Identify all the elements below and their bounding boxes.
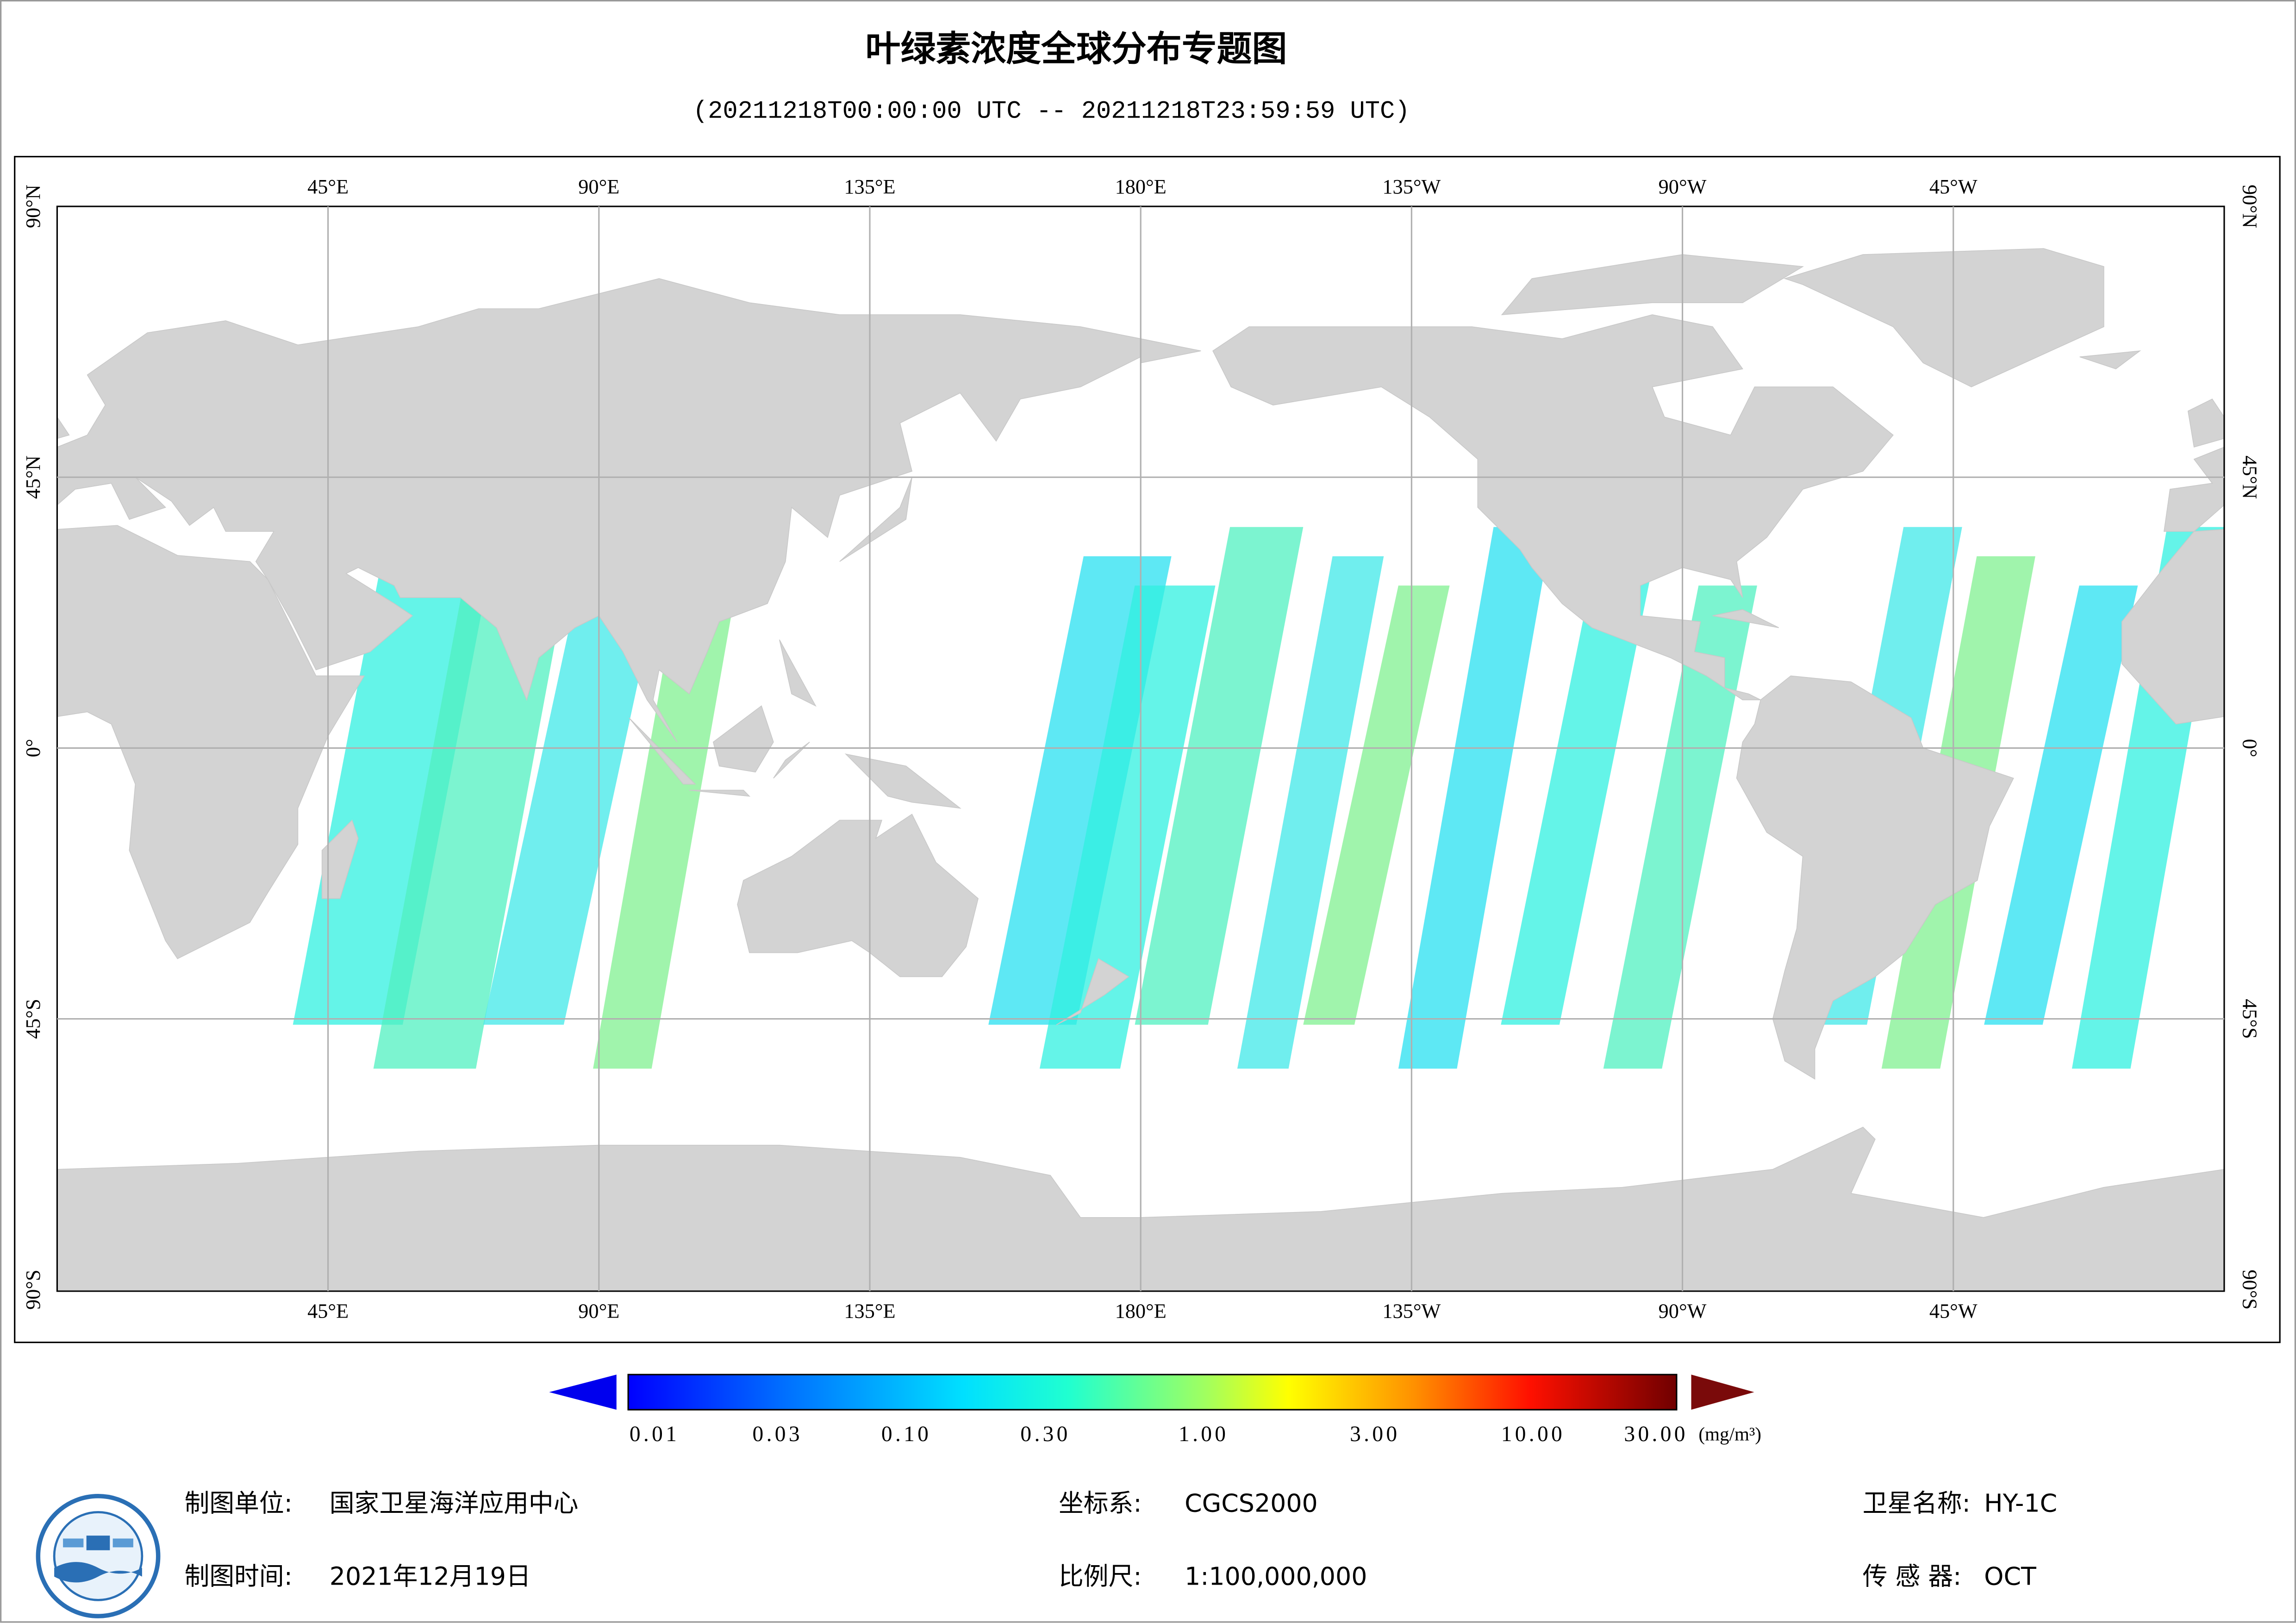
- chlorophyll-swath: [1984, 585, 2138, 1025]
- lon-label-top: 135°W: [1382, 175, 1441, 198]
- lat-label-right: 45°S: [2238, 999, 2261, 1039]
- lat-label-right: 45°N: [2238, 455, 2261, 499]
- land: [629, 717, 696, 785]
- logo-inner: [53, 1511, 144, 1601]
- colorbar-tick-label: 1.00: [1179, 1422, 1229, 1446]
- land: [2164, 447, 2224, 532]
- land: [844, 753, 961, 809]
- colorbar-high-arrow: [1691, 1374, 1754, 1410]
- footer-label: 坐标系:: [1059, 1488, 1142, 1517]
- lon-label-bottom: 45°E: [307, 1300, 349, 1323]
- chlorophyll-swath: [1135, 527, 1304, 1025]
- footer-value: 2021年12月19日: [330, 1562, 531, 1591]
- lon-label-top: 45°W: [1929, 175, 1978, 198]
- lon-label-top: 90°W: [1659, 175, 1707, 198]
- lat-label-left: 0°: [22, 739, 44, 757]
- lat-label-left: 45°N: [22, 455, 44, 499]
- colorbar-tick-label: 0.10: [881, 1422, 931, 1446]
- land: [1712, 609, 1779, 628]
- chlorophyll-swath: [1237, 556, 1384, 1069]
- lon-label-bottom: 90°E: [578, 1300, 619, 1323]
- lon-label-bottom: 45°W: [1929, 1300, 1978, 1323]
- footer-label: 传 感 器:: [1863, 1562, 1962, 1591]
- lat-label-right: 90°S: [2238, 1269, 2261, 1310]
- footer-label: 卫星名称:: [1863, 1488, 1971, 1517]
- land: [1501, 254, 1804, 316]
- footer-value: 1:100,000,000: [1185, 1562, 1367, 1591]
- chlorophyll-swath: [593, 527, 747, 1069]
- logo: [36, 1494, 161, 1618]
- lon-label-top: 180°E: [1115, 175, 1167, 198]
- lon-label-bottom: 135°E: [844, 1300, 895, 1323]
- title: 叶绿素浓度全球分布专题图: [866, 29, 1287, 69]
- colorbar-low-arrow: [549, 1374, 617, 1410]
- chlorophyll-swath: [483, 585, 659, 1025]
- lon-label-top: 135°E: [844, 175, 895, 198]
- chlorophyll-swath: [1603, 585, 1757, 1069]
- footer-label: 比例尺:: [1059, 1562, 1142, 1591]
- land: [773, 741, 810, 779]
- footer-label: 制图单位:: [185, 1488, 293, 1517]
- land: [2121, 529, 2224, 725]
- land: [1736, 675, 2014, 1080]
- footer-label: 制图时间:: [185, 1562, 293, 1591]
- colorbar-tick-label: 0.03: [753, 1422, 803, 1446]
- lon-label-top: 90°E: [578, 175, 619, 198]
- land: [2187, 398, 2224, 448]
- colorbar-tick-label: 30.00: [1624, 1422, 1688, 1446]
- colorbar-unit: (mg/m³): [1698, 1424, 1761, 1445]
- colorbar-tick-label: 3.00: [1350, 1422, 1400, 1446]
- lat-label-right: 0°: [2238, 739, 2261, 757]
- lon-label-top: 45°E: [307, 175, 349, 198]
- land: [779, 639, 817, 707]
- chlorophyll-swath: [1303, 585, 1450, 1025]
- lat-label-right: 90°N: [2238, 185, 2261, 228]
- logo-panel: [63, 1538, 84, 1548]
- lat-label-left: 45°S: [22, 999, 44, 1039]
- lon-label-bottom: 135°W: [1382, 1300, 1441, 1323]
- lon-label-bottom: 90°W: [1659, 1300, 1707, 1323]
- logo-wave: [54, 1562, 142, 1583]
- lon-label-bottom: 180°E: [1115, 1300, 1167, 1323]
- chlorophyll-swath: [1398, 527, 1553, 1069]
- land: [737, 814, 979, 977]
- colorbar-tick-label: 0.01: [630, 1422, 680, 1446]
- footer-value: CGCS2000: [1185, 1488, 1318, 1517]
- chlorophyll-swath: [1039, 585, 1216, 1069]
- chlorophyll-swath: [293, 527, 498, 1025]
- colorbar: [627, 1374, 1678, 1411]
- land: [2079, 350, 2141, 369]
- land: [321, 819, 359, 899]
- footer-value: 国家卫星海洋应用中心: [330, 1488, 579, 1517]
- land: [689, 790, 751, 797]
- colorbar-tick-label: 10.00: [1501, 1422, 1565, 1446]
- logo-satellite: [86, 1536, 110, 1550]
- lat-label-left: 90°S: [22, 1269, 44, 1310]
- land: [1056, 958, 1129, 1026]
- colorbar-tick-label: 0.30: [1020, 1422, 1070, 1446]
- lat-label-left: 90°N: [22, 185, 44, 228]
- subtitle: (20211218T00:00:00 UTC -- 20211218T23:59…: [693, 98, 1410, 126]
- footer-value: OCT: [1984, 1562, 2036, 1591]
- land: [57, 416, 70, 439]
- land: [712, 705, 774, 773]
- land: [57, 525, 365, 959]
- footer-value: HY-1C: [1984, 1488, 2057, 1517]
- chlorophyll-swath: [1501, 556, 1655, 1025]
- land: [1212, 314, 1894, 701]
- map-frame: [14, 155, 2281, 1343]
- logo-panel: [112, 1538, 133, 1548]
